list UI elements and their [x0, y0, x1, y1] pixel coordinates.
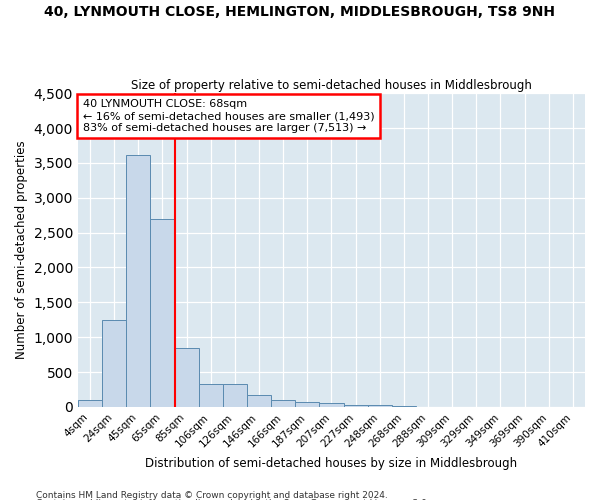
Text: 40 LYNMOUTH CLOSE: 68sqm
← 16% of semi-detached houses are smaller (1,493)
83% o: 40 LYNMOUTH CLOSE: 68sqm ← 16% of semi-d… — [83, 100, 374, 132]
Bar — [319, 404, 344, 407]
Text: 40, LYNMOUTH CLOSE, HEMLINGTON, MIDDLESBROUGH, TS8 9NH: 40, LYNMOUTH CLOSE, HEMLINGTON, MIDDLESB… — [44, 5, 556, 19]
Bar — [151, 218, 175, 407]
Title: Size of property relative to semi-detached houses in Middlesbrough: Size of property relative to semi-detach… — [131, 79, 532, 92]
Bar — [175, 348, 199, 407]
Text: Contains public sector information licensed under the Open Government Licence v3: Contains public sector information licen… — [36, 499, 430, 500]
X-axis label: Distribution of semi-detached houses by size in Middlesbrough: Distribution of semi-detached houses by … — [145, 457, 518, 470]
Bar — [368, 405, 392, 407]
Text: Contains HM Land Registry data © Crown copyright and database right 2024.: Contains HM Land Registry data © Crown c… — [36, 490, 388, 500]
Bar — [126, 155, 151, 407]
Bar — [247, 395, 271, 407]
Bar — [199, 384, 223, 407]
Y-axis label: Number of semi-detached properties: Number of semi-detached properties — [15, 140, 28, 360]
Bar — [223, 384, 247, 407]
Bar — [271, 400, 295, 407]
Bar — [392, 406, 416, 407]
Bar — [295, 402, 319, 407]
Bar — [344, 405, 368, 407]
Bar — [102, 320, 126, 407]
Bar — [78, 400, 102, 407]
